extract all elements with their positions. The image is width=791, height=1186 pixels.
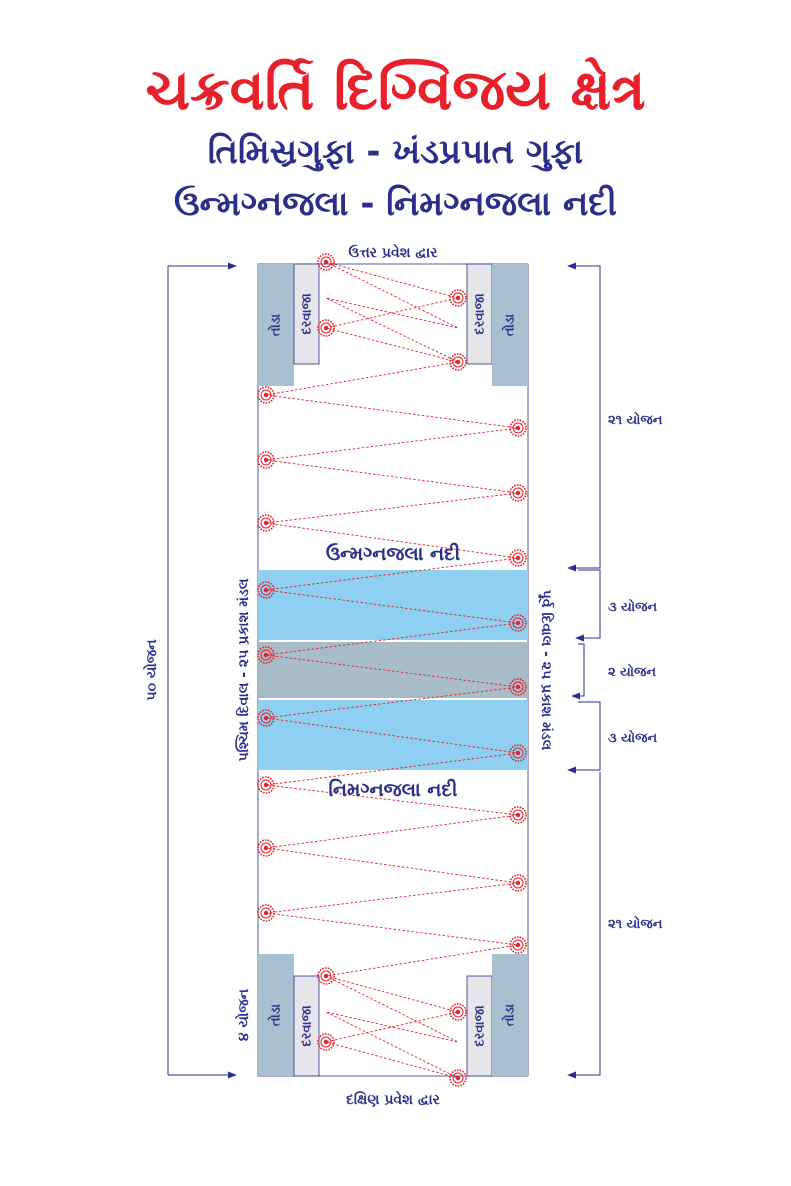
north-west-door [293,263,320,365]
light-circle-icon [257,839,275,857]
light-circle-icon [449,353,467,371]
lower-section-label: ૨૧ યોજન [608,915,663,932]
light-circle-icon [317,319,335,337]
light-circle-icon [257,451,275,469]
light-circle-icon [509,874,527,892]
upper-section-label: ૨૧ યોજન [608,411,663,428]
lower-river-label: નિમગ્નજલા નદી [329,779,459,801]
light-circle-icon [509,484,527,502]
light-circle-icon [257,386,275,404]
south-east-door [466,975,493,1077]
north-east-pillar [492,264,528,386]
east-wall-label: પૂર્વ દિવાલ - ૨૫ પ્રકાશ મંડલ [538,590,556,751]
light-path-south-cross [325,975,459,1079]
total-length-dimension [167,262,237,1079]
south-east-door-label: દરવાજા [473,1005,488,1046]
south-west-pillar-label: તોડા [267,1004,284,1026]
light-circle-icon [257,776,275,794]
south-west-door [293,975,320,1077]
light-circle-icon [509,806,527,824]
main-title: ચક્રવર્તિ દિગ્વિજય ક્ષેત્ર [145,58,646,123]
west-wall-label: પશ્ચિમ દિવાલ - ૨૫ પ્રકાશ મંડલ [235,578,252,761]
south-gate-label: દક્ષિણ પ્રવેશ દ્વાર [346,1090,441,1108]
light-path-north-cross [325,261,459,363]
light-circle-icon [257,904,275,922]
south-east-pillar [492,954,528,1076]
south-west-pillar [258,954,294,1076]
total-length-label: ૫૦ યોજન [142,639,160,701]
upper-river-length-label: ૩ યોજન [608,598,657,615]
south-east-pillar-label: તોડા [501,1004,518,1026]
north-west-door-label: દરવાજા [300,293,315,334]
subtitle-caves: તિમિસ્રગુફા - ખંડપ્રપાત ગુફા [207,132,584,172]
upper-section-bracket [568,265,601,569]
north-west-pillar-label: તોડા [267,314,284,336]
north-west-pillar [258,264,294,386]
light-circle-icon [449,289,467,307]
lower-river-length-label: ૩ યોજન [608,729,657,746]
north-east-pillar-label: તોડા [501,314,518,336]
light-circle-icon [449,1069,467,1087]
light-circle-icon [509,549,527,567]
north-east-door [466,263,493,365]
light-circle-icon [317,253,335,271]
light-circle-icon [317,1033,335,1051]
gate-depth-label: ૪ યોજન [234,988,252,1041]
subtitle-rivers: ઉન્મગ્નજલા - નિમગ્નજલા નદી [173,184,618,224]
north-east-door-label: દરવાજા [473,293,488,334]
north-gate-label: ઉત્તર પ્રવેશ દ્વાર [349,243,439,261]
upper-river-band [258,570,528,640]
middle-length-label: ૨ યોજન [608,663,656,680]
light-circle-icon [449,1003,467,1021]
light-circle-icon [509,936,527,954]
south-west-door-label: દરવાજા [300,1005,315,1046]
light-circle-icon [509,419,527,437]
middle-bracket [578,643,585,697]
light-path [265,261,519,1079]
light-circle-icon [317,967,335,985]
lower-river-band [258,700,528,770]
middle-band [258,642,528,698]
upper-river-bracket [578,569,601,639]
segment-dimensions [567,262,601,1079]
lower-section-bracket [568,772,601,1076]
light-circle-icon [257,514,275,532]
lower-river-bracket [578,701,601,771]
upper-river-label: ઉન્મગ્નજલા નદી [326,542,461,565]
